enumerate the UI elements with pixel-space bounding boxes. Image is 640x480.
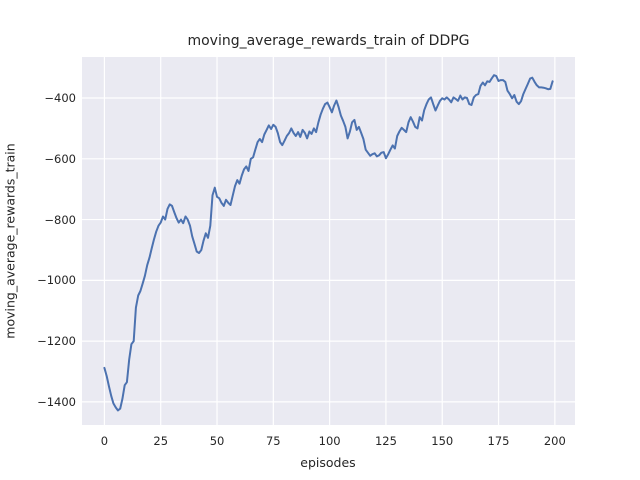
x-tick-label: 125 — [374, 434, 397, 448]
x-tick-label: 100 — [318, 434, 341, 448]
y-tick-label: −600 — [44, 151, 76, 166]
x-tick-label: 0 — [100, 434, 109, 448]
y-tick-label: −1200 — [37, 334, 76, 349]
x-tick-label: 25 — [153, 434, 169, 448]
x-tick-label: 200 — [543, 434, 566, 448]
y-tick-label: −1400 — [37, 394, 76, 409]
x-tick-label: 150 — [431, 434, 454, 448]
x-tick-label: 175 — [487, 434, 510, 448]
y-tick-label: −800 — [44, 212, 76, 227]
x-tick-label: 75 — [265, 434, 281, 448]
data-line — [103, 74, 554, 412]
x-axis-label: episodes — [300, 455, 356, 470]
plot-area — [82, 57, 575, 425]
y-axis-label: moving_average_rewards_train — [2, 143, 18, 339]
x-tick-label: 50 — [209, 434, 225, 448]
y-tick-label: −400 — [44, 91, 76, 106]
chart-title: moving_average_rewards_train of DDPG — [187, 33, 470, 49]
y-tick-label: −1000 — [37, 273, 76, 288]
